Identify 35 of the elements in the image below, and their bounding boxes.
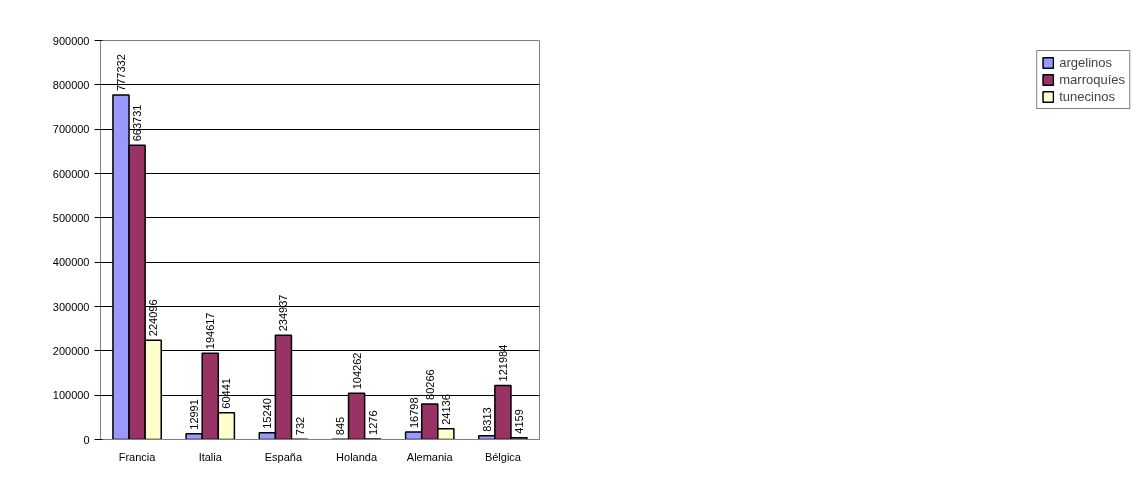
- y-tick-label: 200000: [52, 344, 90, 357]
- y-tick-label: 500000: [52, 211, 90, 224]
- data-label: 234937: [277, 294, 290, 332]
- data-label: 121984: [496, 344, 509, 382]
- y-tick-label: 800000: [52, 78, 90, 91]
- legend-label: argelinos: [1059, 55, 1113, 70]
- x-tick-label: Italia: [198, 450, 223, 463]
- y-tick-label: 300000: [52, 300, 90, 313]
- data-label: 8313: [480, 407, 493, 432]
- data-label: 60441: [220, 378, 233, 409]
- legend-label: tunecinos: [1059, 89, 1115, 104]
- legend-label: marroquíes: [1059, 72, 1125, 87]
- x-tick-label: España: [264, 450, 303, 463]
- y-tick-label: 600000: [52, 167, 90, 180]
- x-tick-label: Francia: [118, 450, 157, 463]
- data-label: 845: [334, 416, 347, 436]
- data-label: 732: [293, 416, 306, 436]
- data-label: 1276: [366, 410, 379, 435]
- y-tick-label: 900000: [52, 34, 90, 47]
- x-tick-label: Alemania: [406, 450, 454, 463]
- x-tick-label: Holanda: [336, 450, 378, 463]
- data-label: 224096: [147, 299, 160, 337]
- y-tick-label: 0: [83, 433, 90, 446]
- data-label: 104262: [350, 352, 363, 390]
- y-tick-label: 100000: [52, 389, 90, 402]
- data-label: 663731: [131, 104, 144, 142]
- y-tick-label: 400000: [52, 256, 90, 269]
- data-label: 194617: [204, 312, 217, 350]
- y-tick-label: 700000: [52, 123, 90, 136]
- data-label: 4159: [513, 409, 526, 434]
- data-label: 15240: [261, 398, 274, 429]
- data-label: 777332: [114, 54, 127, 91]
- x-tick-label: Bélgica: [484, 450, 522, 463]
- data-label: 12991: [188, 399, 201, 430]
- data-label: 16798: [407, 397, 420, 429]
